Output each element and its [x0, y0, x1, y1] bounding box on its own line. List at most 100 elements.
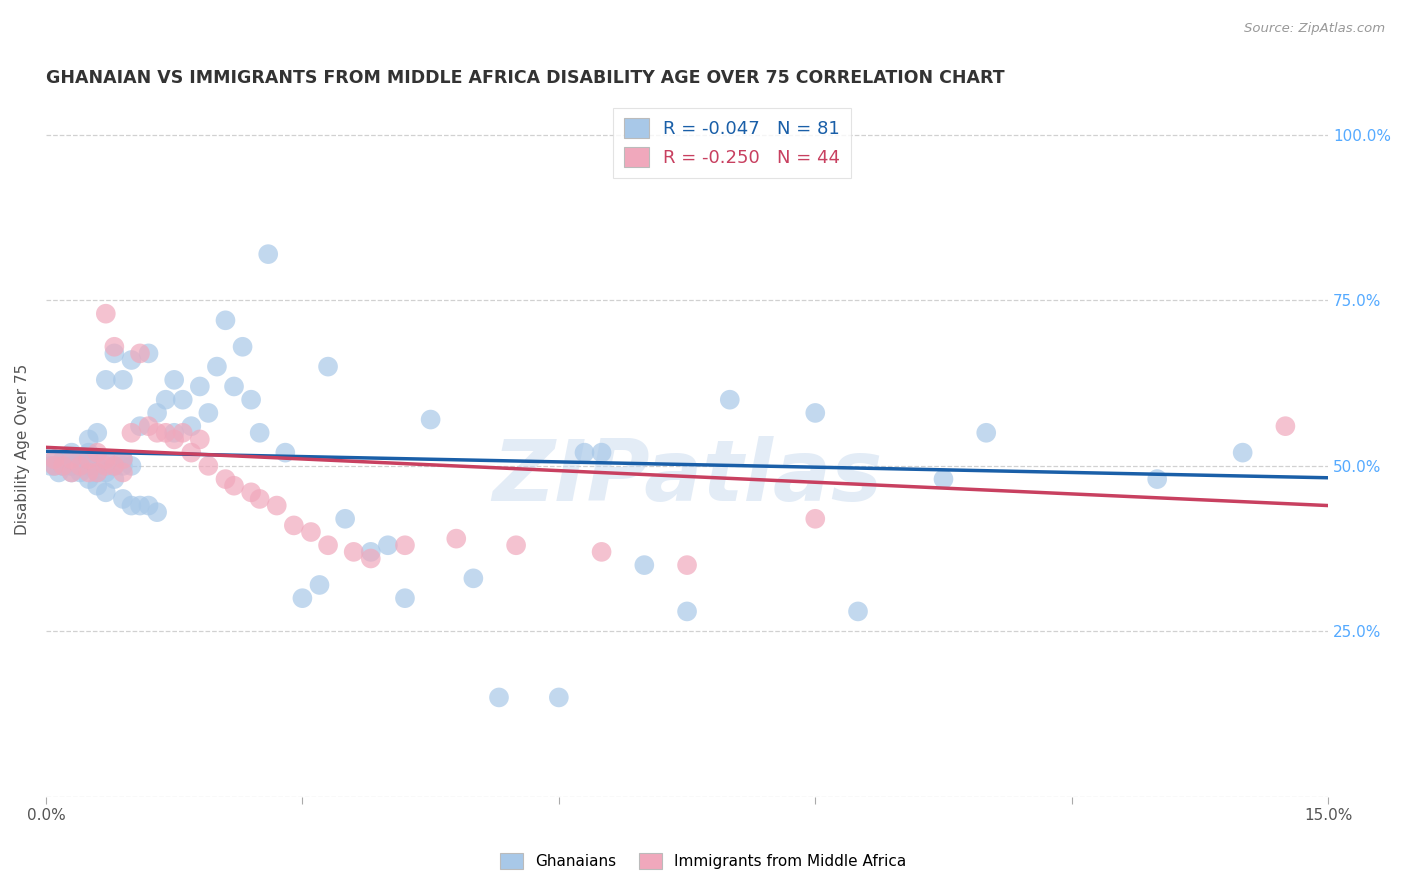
Point [419, 412, 441, 426]
Point [77, 472, 100, 486]
Point [463, 571, 485, 585]
Point [249, 425, 271, 440]
Point [676, 604, 699, 618]
Point [249, 491, 271, 506]
Text: GHANAIAN VS IMMIGRANTS FROM MIDDLE AFRICA DISABILITY AGE OVER 75 CORRELATION CHA: GHANAIAN VS IMMIGRANTS FROM MIDDLE AFRIC… [46, 69, 1005, 87]
Point [103, 472, 125, 486]
Point [146, 425, 169, 440]
Point [94, 458, 117, 473]
Point [240, 392, 263, 407]
Point [155, 392, 177, 407]
Point [111, 466, 134, 480]
Text: ZIPatlas: ZIPatlas [492, 435, 882, 518]
Point [120, 425, 142, 440]
Point [394, 538, 416, 552]
Point [146, 505, 169, 519]
Point [804, 512, 827, 526]
Point [547, 690, 569, 705]
Point [86, 425, 108, 440]
Point [214, 313, 236, 327]
Point [120, 458, 142, 473]
Point [44, 452, 66, 467]
Point [188, 433, 211, 447]
Point [163, 373, 186, 387]
Point [103, 340, 125, 354]
Point [718, 392, 741, 407]
Point [446, 532, 468, 546]
Y-axis label: Disability Age Over 75: Disability Age Over 75 [15, 364, 30, 535]
Point [60, 452, 83, 467]
Point [69, 458, 91, 473]
Point [120, 499, 142, 513]
Point [283, 518, 305, 533]
Point [676, 558, 699, 573]
Point [932, 472, 955, 486]
Point [52, 452, 75, 467]
Point [52, 458, 75, 473]
Point [360, 551, 382, 566]
Point [197, 406, 219, 420]
Point [591, 445, 613, 459]
Point [343, 545, 366, 559]
Point [138, 499, 160, 513]
Point [299, 524, 322, 539]
Point [1146, 472, 1168, 486]
Point [172, 425, 194, 440]
Point [188, 379, 211, 393]
Point [377, 538, 399, 552]
Point [69, 452, 91, 467]
Point [94, 452, 117, 467]
Point [52, 458, 75, 473]
Point [120, 353, 142, 368]
Point [180, 445, 202, 459]
Point [94, 373, 117, 387]
Point [316, 538, 339, 552]
Point [1274, 419, 1296, 434]
Point [69, 452, 91, 467]
Point [205, 359, 228, 374]
Point [60, 445, 83, 459]
Point [44, 458, 66, 473]
Point [974, 425, 997, 440]
Point [44, 452, 66, 467]
Point [274, 445, 297, 459]
Point [111, 491, 134, 506]
Point [77, 452, 100, 467]
Point [86, 458, 108, 473]
Point [77, 433, 100, 447]
Point [86, 445, 108, 459]
Point [505, 538, 527, 552]
Point [488, 690, 510, 705]
Point [60, 458, 83, 473]
Point [103, 458, 125, 473]
Point [94, 485, 117, 500]
Point [138, 419, 160, 434]
Point [155, 425, 177, 440]
Point [146, 406, 169, 420]
Point [69, 466, 91, 480]
Point [103, 346, 125, 360]
Point [60, 466, 83, 480]
Point [291, 591, 314, 606]
Point [846, 604, 869, 618]
Point [94, 466, 117, 480]
Point [69, 458, 91, 473]
Point [111, 458, 134, 473]
Point [333, 512, 356, 526]
Text: Source: ZipAtlas.com: Source: ZipAtlas.com [1244, 22, 1385, 36]
Point [257, 247, 280, 261]
Legend: Ghanaians, Immigrants from Middle Africa: Ghanaians, Immigrants from Middle Africa [494, 847, 912, 875]
Point [1232, 445, 1254, 459]
Point [60, 466, 83, 480]
Point [44, 458, 66, 473]
Point [129, 419, 152, 434]
Point [138, 346, 160, 360]
Point [232, 340, 254, 354]
Point [266, 499, 288, 513]
Point [222, 479, 245, 493]
Point [94, 307, 117, 321]
Point [39, 458, 62, 473]
Point [129, 346, 152, 360]
Point [394, 591, 416, 606]
Point [240, 485, 263, 500]
